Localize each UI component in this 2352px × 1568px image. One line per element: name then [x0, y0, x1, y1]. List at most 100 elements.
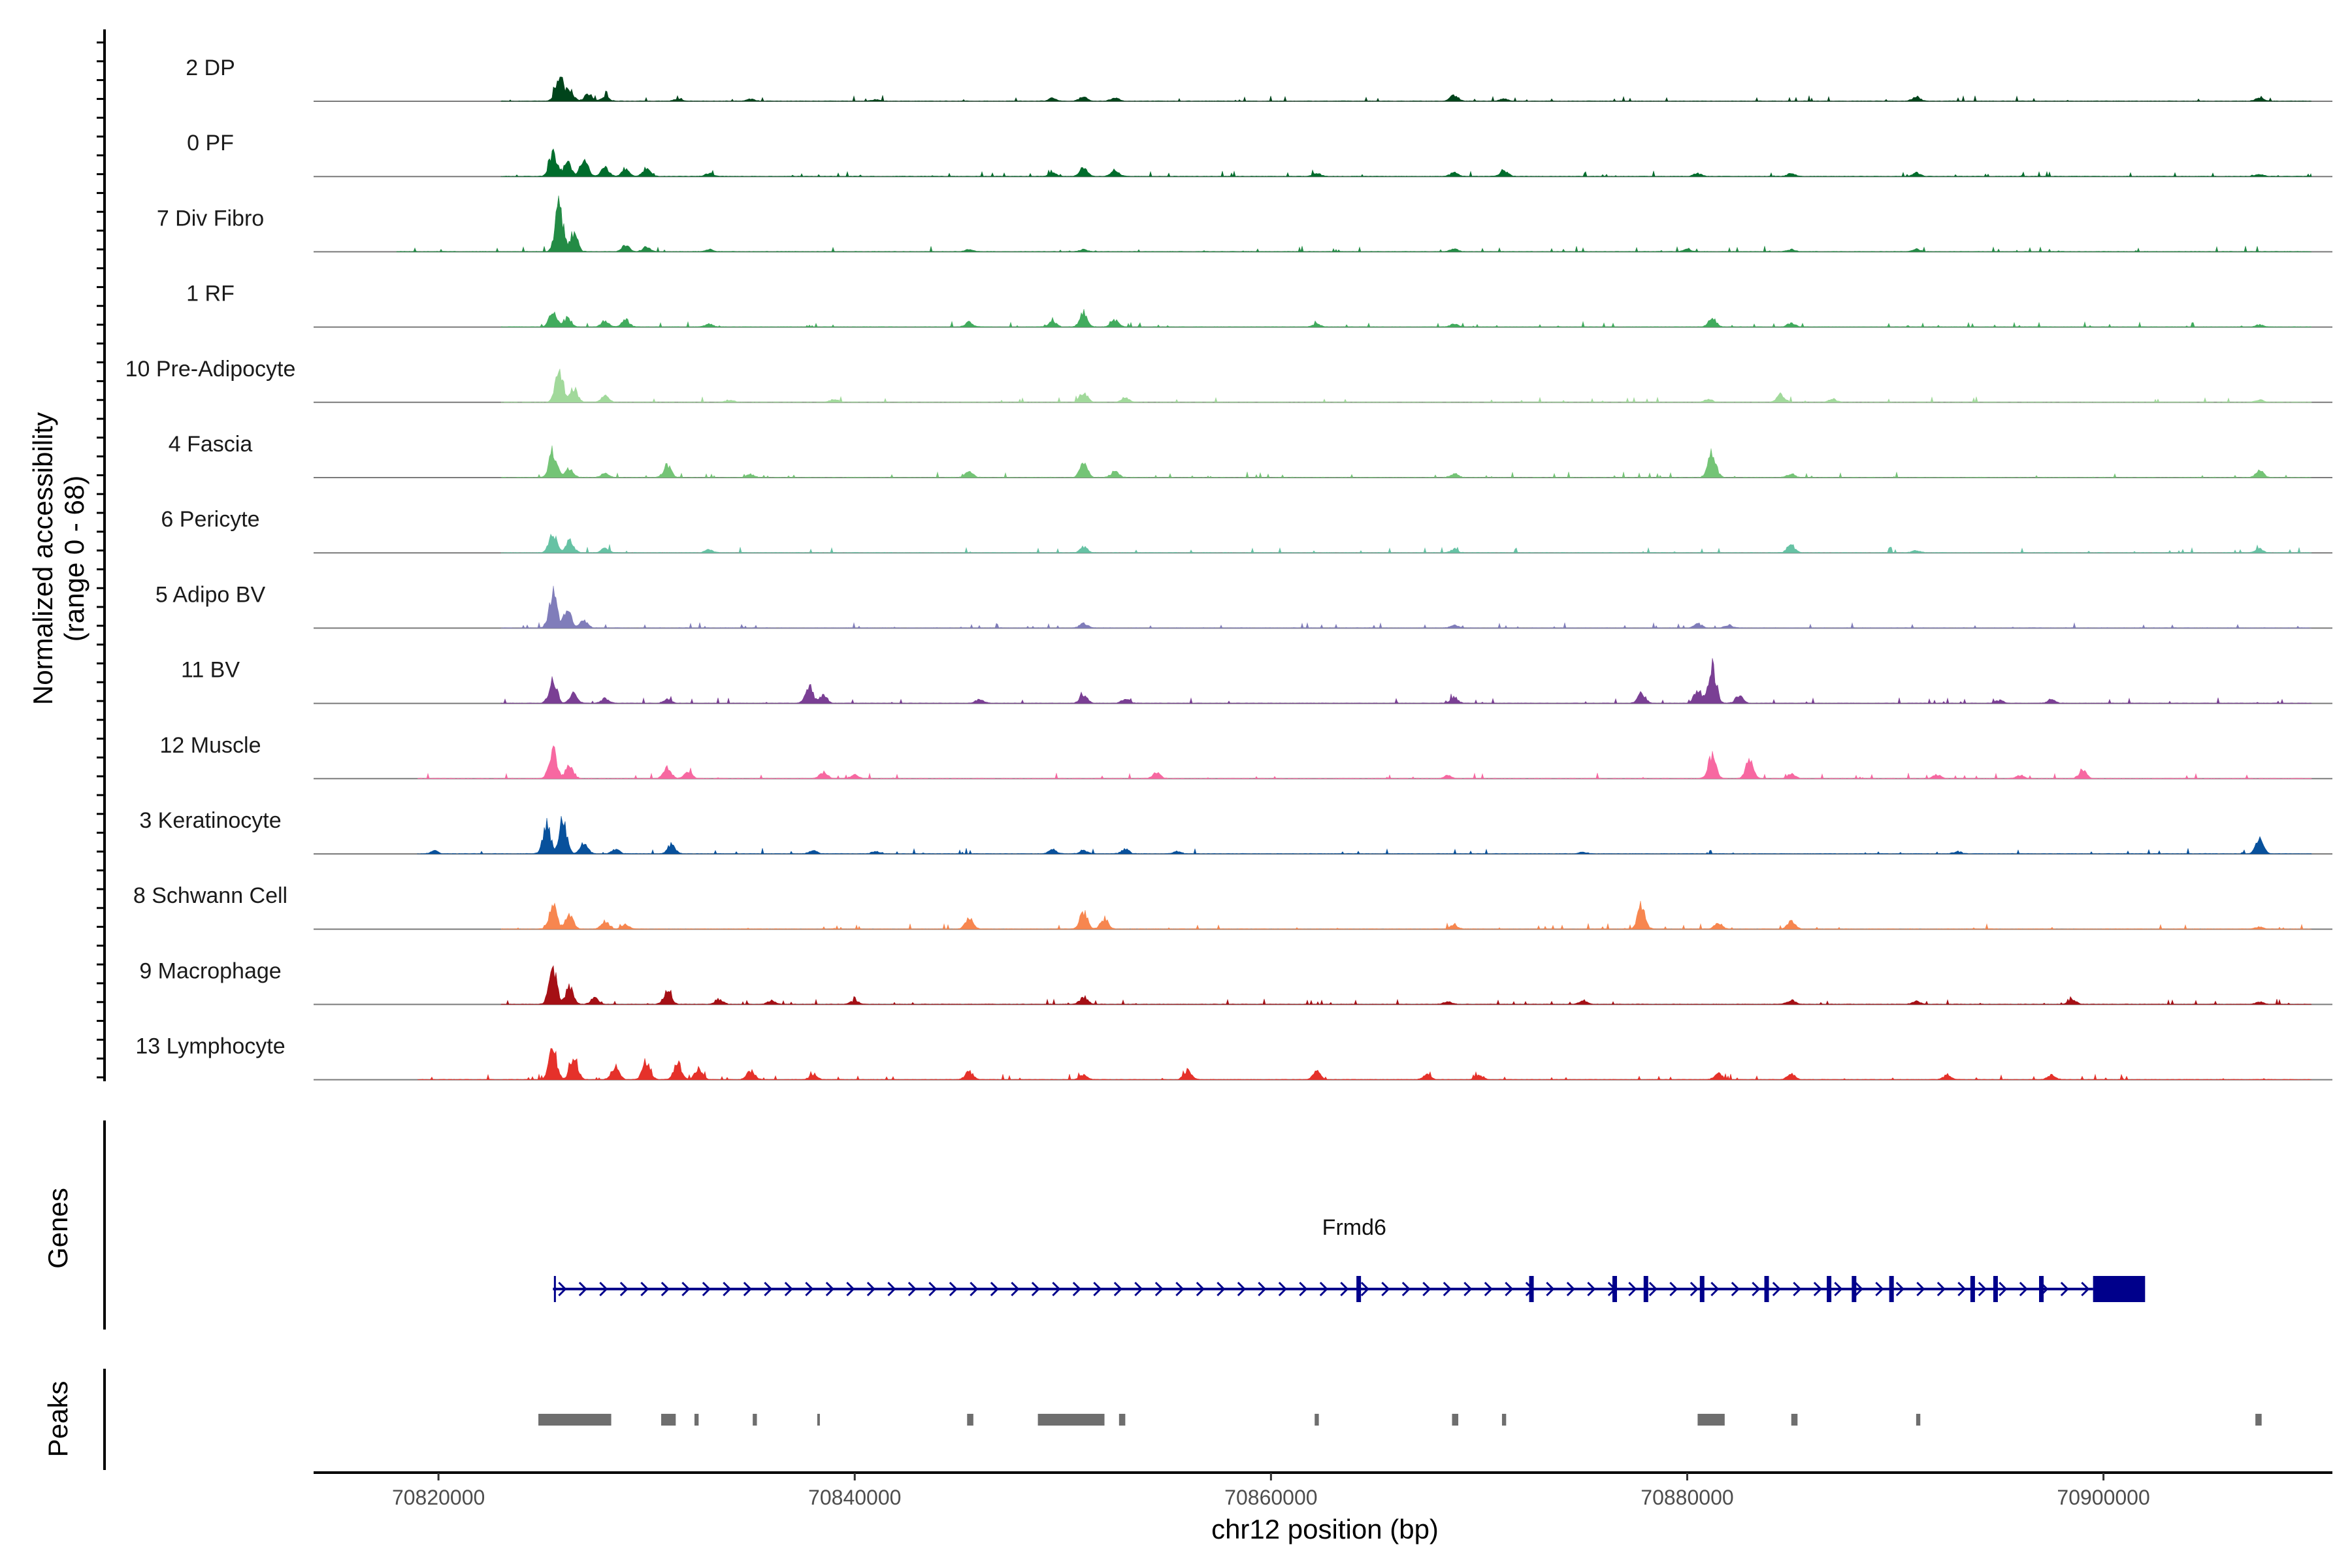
strand-arrow	[1546, 1281, 1555, 1297]
gene-exon	[1889, 1276, 1894, 1302]
peak-region	[817, 1414, 820, 1426]
strand-arrow	[1463, 1281, 1473, 1297]
track-9: 11 BV	[181, 658, 2332, 704]
strand-arrow	[1258, 1281, 1267, 1297]
gene-utr-block	[2093, 1276, 2146, 1302]
track-label: 4 Fascia	[169, 432, 253, 457]
strand-arrow	[1299, 1281, 1308, 1297]
coverage-area	[500, 308, 2312, 327]
track-label: 12 Muscle	[160, 733, 261, 758]
gene-exon	[1764, 1276, 1769, 1302]
strand-arrow	[1443, 1281, 1452, 1297]
track-label: 5 Adipo BV	[155, 582, 266, 607]
strand-arrow	[805, 1281, 814, 1297]
peak-region	[1452, 1414, 1459, 1426]
strand-arrow	[1113, 1281, 1122, 1297]
strand-arrow	[723, 1281, 732, 1297]
gene-exon	[1970, 1276, 1975, 1302]
strand-arrow	[1134, 1281, 1143, 1297]
strand-arrow	[2081, 1281, 2090, 1297]
x-tick-label: 70820000	[392, 1486, 485, 1509]
coverage-area	[417, 1048, 2311, 1081]
strand-arrow	[1319, 1281, 1328, 1297]
strand-arrow	[1628, 1281, 1637, 1297]
track-10: 12 Muscle	[160, 733, 2332, 779]
peak-regions	[538, 1414, 2262, 1426]
strand-arrow	[907, 1281, 917, 1297]
strand-arrow	[1154, 1281, 1164, 1297]
peak-region	[1119, 1414, 1126, 1426]
gene-exon	[1356, 1276, 1362, 1302]
peak-region	[1791, 1414, 1798, 1426]
coverage-area	[500, 533, 2312, 553]
track-label: 1 RF	[186, 282, 235, 306]
track-6: 4 Fascia	[169, 432, 2332, 478]
x-axis: 70820000 70840000 70860000 70880000 70900000…	[314, 1471, 2332, 1544]
strand-arrow	[1587, 1281, 1596, 1297]
strand-arrow	[1648, 1281, 1658, 1297]
gene-exon	[1827, 1276, 1832, 1302]
strand-arrow	[1031, 1281, 1040, 1297]
x-tick-label: 70880000	[1641, 1486, 1733, 1509]
strand-arrow	[1011, 1281, 1020, 1297]
strand-arrow	[1690, 1281, 1699, 1297]
gene-exon	[1612, 1276, 1617, 1302]
strand-arrow	[1422, 1281, 1431, 1297]
peaks-panel: Peaks	[42, 1369, 2262, 1470]
track-1: 2 DP	[186, 56, 2332, 102]
track-8: 5 Adipo BV	[155, 582, 2332, 629]
strand-arrow	[1772, 1281, 1781, 1297]
strand-arrow	[640, 1281, 649, 1297]
x-tick-label: 70900000	[2057, 1486, 2149, 1509]
track-label: 8 Schwann Cell	[133, 883, 287, 908]
strand-arrow	[784, 1281, 793, 1297]
gene-name-label: Frmd6	[1322, 1215, 1386, 1240]
track-label: 9 Macrophage	[139, 958, 281, 983]
y-axis-title: Normalized accessibility	[27, 412, 58, 705]
track-label: 6 Pericyte	[161, 507, 259, 532]
strand-arrow	[1360, 1281, 1369, 1297]
strand-arrow	[1895, 1281, 1904, 1297]
coverage-area	[500, 965, 2312, 1005]
gene-exon	[1993, 1276, 1998, 1302]
strand-arrow	[1484, 1281, 1493, 1297]
strand-arrow	[661, 1281, 670, 1297]
strand-arrow	[1401, 1281, 1411, 1297]
strand-arrow	[1793, 1281, 1802, 1297]
strand-arrow	[990, 1281, 999, 1297]
genes-axis-title: Genes	[42, 1188, 73, 1269]
strand-arrow	[743, 1281, 752, 1297]
track-5: 10 Pre-Adipocyte	[125, 357, 2332, 403]
track-label: 2 DP	[186, 56, 235, 80]
strand-arrow	[1999, 1281, 2008, 1297]
strand-arrow	[970, 1281, 979, 1297]
coverage-area	[500, 148, 2312, 177]
strand-arrow	[1196, 1281, 1205, 1297]
coverage-area	[500, 658, 2313, 704]
track-3: 7 Div Fibro	[157, 195, 2332, 253]
peak-region	[1037, 1414, 1105, 1426]
gene-exon	[1643, 1276, 1648, 1302]
gene-exon	[1529, 1276, 1534, 1302]
strand-arrow	[1936, 1281, 1946, 1297]
track-14: 13 Lymphocyte	[135, 1034, 2332, 1081]
track-label: 7 Div Fibro	[157, 206, 264, 231]
peak-region	[661, 1414, 676, 1426]
strand-arrow	[619, 1281, 629, 1297]
strand-arrow	[1505, 1281, 1514, 1297]
track-7: 6 Pericyte	[161, 507, 2332, 554]
x-axis-title: chr12 position (bp)	[1211, 1514, 1439, 1544]
gene-exon	[2039, 1276, 2044, 1302]
peak-region	[1315, 1414, 1319, 1426]
track-2: 0 PF	[187, 131, 2332, 178]
strand-arrow	[681, 1281, 691, 1297]
peak-region	[538, 1414, 612, 1426]
strand-arrow	[928, 1281, 938, 1297]
track-4: 1 RF	[186, 282, 2332, 328]
gene-model	[553, 1276, 2146, 1302]
track-13: 9 Macrophage	[139, 958, 2332, 1005]
strand-arrow	[1072, 1281, 1081, 1297]
track-label: 11 BV	[181, 658, 240, 683]
coverage-area	[417, 815, 2312, 855]
